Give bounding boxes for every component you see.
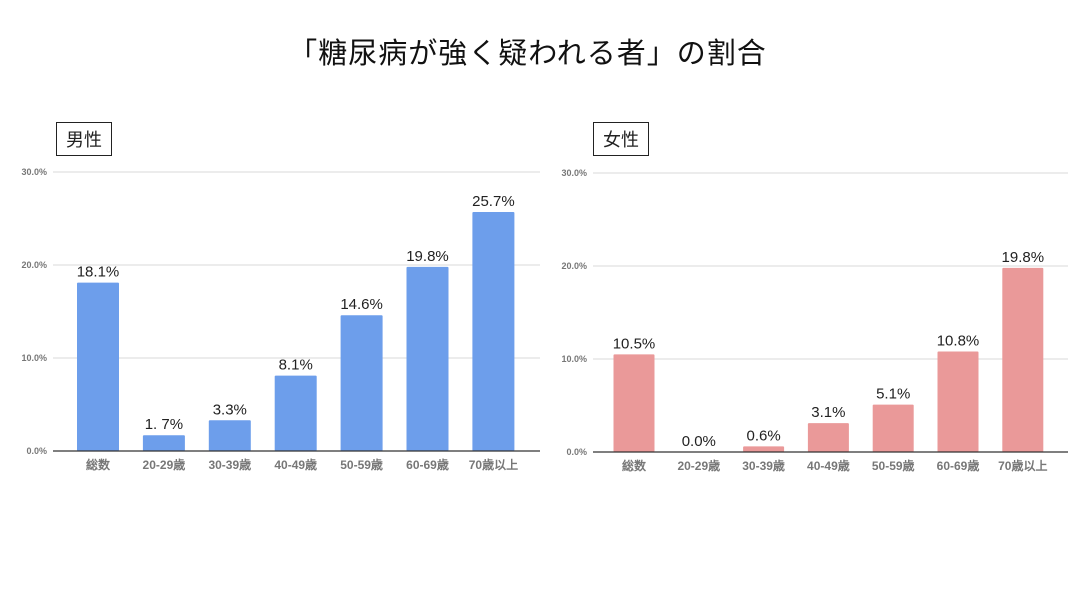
y-tick-label: 20.0% — [21, 260, 47, 270]
bar — [406, 266, 449, 451]
data-label: 25.7% — [472, 193, 515, 210]
panel-label-female: 女性 — [593, 122, 649, 156]
bar — [872, 404, 914, 452]
x-tick-label: 60-69歳 — [937, 458, 980, 473]
data-label: 18.1% — [77, 264, 120, 281]
x-tick-label: 50-59歳 — [872, 458, 915, 473]
x-tick-label: 70歳以上 — [998, 458, 1047, 473]
x-tick-label: 20-29歳 — [143, 457, 186, 472]
bar — [937, 351, 979, 452]
data-label: 1. 7% — [145, 416, 183, 433]
bar — [613, 354, 655, 452]
bar — [77, 282, 119, 451]
data-label: 10.8% — [937, 333, 980, 350]
y-tick-label: 20.0% — [561, 261, 587, 271]
bar — [274, 375, 317, 451]
x-tick-label: 総数 — [86, 457, 111, 472]
bar — [340, 315, 383, 451]
y-tick-label: 10.0% — [21, 353, 47, 363]
x-tick-label: 60-69歳 — [406, 457, 449, 472]
bar — [743, 446, 785, 452]
bar — [472, 211, 515, 451]
bar — [1002, 267, 1044, 452]
data-label: 3.1% — [811, 404, 845, 421]
x-tick-label: 20-29歳 — [677, 458, 720, 473]
data-label: 0.0% — [682, 433, 716, 450]
data-label: 19.8% — [406, 248, 449, 265]
y-tick-label: 30.0% — [21, 167, 47, 177]
data-label: 14.6% — [340, 296, 383, 313]
x-tick-label: 30-39歳 — [742, 458, 785, 473]
y-tick-label: 0.0% — [566, 447, 587, 457]
x-tick-label: 40-49歳 — [807, 458, 850, 473]
data-label: 3.3% — [213, 401, 247, 418]
x-tick-label: 50-59歳 — [340, 457, 383, 472]
x-tick-label: 総数 — [622, 458, 647, 473]
x-tick-label: 70歳以上 — [469, 457, 518, 472]
y-tick-label: 10.0% — [561, 354, 587, 364]
bar — [208, 420, 251, 451]
y-tick-label: 30.0% — [561, 168, 587, 178]
data-label: 19.8% — [1002, 249, 1045, 266]
data-label: 0.6% — [746, 427, 780, 444]
data-label: 10.5% — [613, 335, 656, 352]
x-tick-label: 30-39歳 — [208, 457, 251, 472]
x-tick-label: 40-49歳 — [274, 457, 317, 472]
panel-label-male: 男性 — [56, 122, 112, 156]
data-label: 8.1% — [279, 357, 313, 374]
page-title: 「糖尿病が強く疑われる者」の割合 — [288, 36, 767, 70]
data-label: 5.1% — [876, 386, 910, 403]
y-tick-label: 0.0% — [26, 446, 47, 456]
bar — [142, 435, 185, 451]
bar — [807, 423, 849, 452]
